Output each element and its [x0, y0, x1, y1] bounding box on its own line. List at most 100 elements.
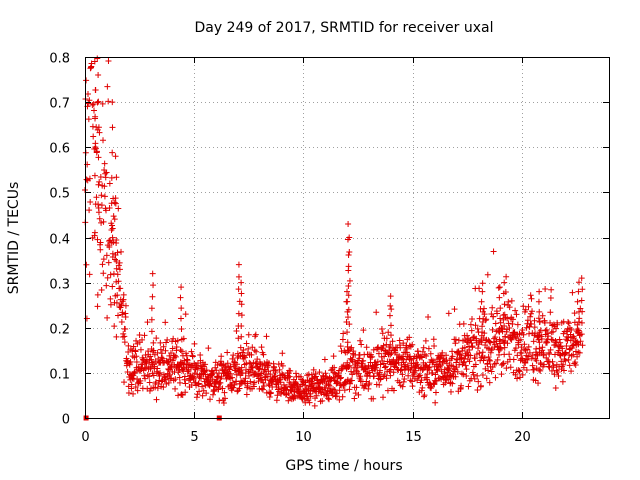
data-point [329, 392, 336, 399]
y-tick-label: 0.3 [49, 278, 70, 293]
data-point [459, 347, 466, 354]
data-point [471, 355, 478, 362]
y-tick-label: 0 [62, 413, 70, 428]
y-tick-label: 0.6 [49, 142, 70, 157]
data-point [118, 248, 125, 255]
data-point [238, 301, 245, 308]
data-point [460, 320, 467, 327]
data-point [137, 377, 144, 384]
data-point [387, 351, 394, 358]
data-point [356, 355, 363, 362]
data-point [229, 355, 236, 362]
data-point [479, 372, 486, 379]
data-point [169, 345, 176, 352]
data-point [130, 343, 137, 350]
data-point [164, 336, 171, 343]
data-point [90, 133, 97, 140]
data-point [132, 383, 139, 390]
data-point [425, 314, 432, 321]
data-point [366, 380, 373, 387]
data-point [191, 340, 198, 347]
data-point [94, 148, 101, 155]
data-point [509, 316, 516, 323]
data-point [259, 386, 266, 393]
x-tick-label: 15 [405, 430, 422, 445]
data-point [97, 246, 104, 253]
data-point [245, 331, 252, 338]
data-point [496, 336, 503, 343]
data-point [504, 340, 511, 347]
data-point [154, 365, 161, 372]
data-point [492, 374, 499, 381]
data-point [311, 402, 318, 409]
data-point [178, 336, 185, 343]
data-point [486, 338, 493, 345]
data-point [501, 333, 508, 340]
data-point [120, 291, 127, 298]
data-point [518, 349, 525, 356]
data-point [567, 337, 574, 344]
data-point [464, 332, 471, 339]
data-point [261, 382, 268, 389]
data-point [325, 395, 332, 402]
data-point [316, 385, 323, 392]
data-point [529, 308, 536, 315]
data-point [452, 336, 459, 343]
data-point [119, 309, 126, 316]
data-point [103, 282, 110, 289]
chart-title: Day 249 of 2017, SRMTID for receiver uxa… [194, 20, 493, 36]
data-point [131, 369, 138, 376]
data-point [177, 294, 184, 301]
data-point [101, 183, 108, 190]
data-point [508, 297, 515, 304]
data-point [567, 331, 574, 338]
data-point [463, 366, 470, 373]
data-point [431, 381, 438, 388]
data-point [486, 379, 493, 386]
data-point [105, 259, 112, 266]
data-point [116, 266, 123, 273]
data-point [374, 358, 381, 365]
data-point [496, 284, 503, 291]
y-tick-label: 0.7 [49, 97, 70, 112]
data-point [141, 364, 148, 371]
data-point [310, 366, 317, 373]
data-point [227, 370, 234, 377]
data-point [417, 353, 424, 360]
data-point [378, 346, 385, 353]
data-point [109, 222, 116, 229]
data-point [246, 372, 253, 379]
data-point [313, 392, 320, 399]
data-point [536, 329, 543, 336]
data-point [157, 369, 164, 376]
data-point [322, 370, 329, 377]
data-point [506, 304, 513, 311]
data-point [292, 370, 299, 377]
data-point [388, 306, 395, 313]
data-point [325, 396, 332, 403]
data-point [510, 356, 517, 363]
data-point [261, 366, 268, 373]
data-point [536, 339, 543, 346]
data-point [127, 358, 134, 365]
data-point [381, 364, 388, 371]
data-point [538, 335, 545, 342]
data-point [569, 289, 576, 296]
data-point [363, 378, 370, 385]
data-point [348, 377, 355, 384]
data-point [104, 314, 111, 321]
data-point [112, 153, 119, 160]
data-point [162, 347, 169, 354]
data-point [95, 72, 102, 79]
data-point [543, 354, 550, 361]
data-point [377, 376, 384, 383]
data-point [199, 392, 206, 399]
data-point [427, 350, 434, 357]
data-point [206, 396, 213, 403]
data-point [344, 349, 351, 356]
data-point [577, 338, 584, 345]
data-point [345, 283, 352, 290]
data-point [547, 309, 554, 316]
data-point [188, 381, 195, 388]
